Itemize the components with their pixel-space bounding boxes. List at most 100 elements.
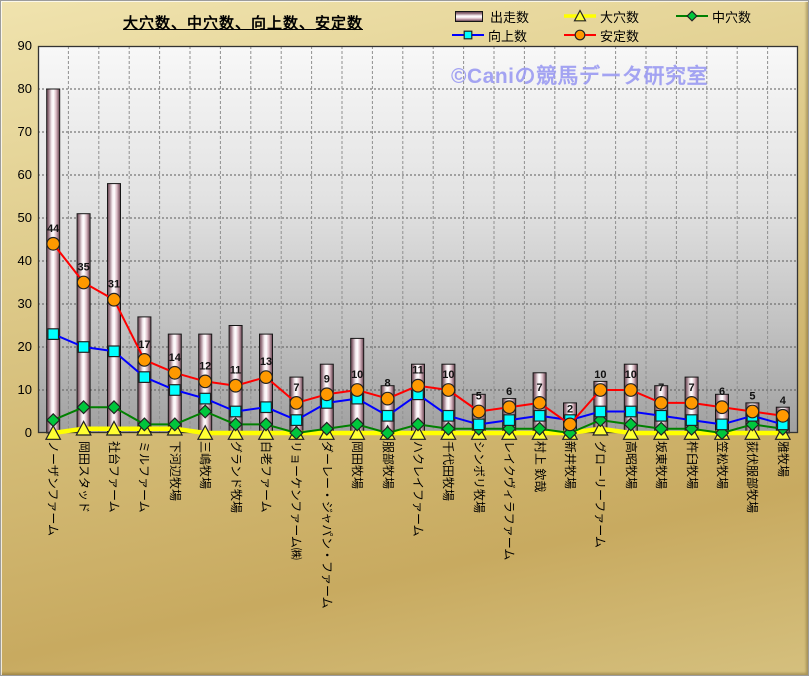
x-category-label-text: 村上 欽哉 (532, 441, 547, 493)
x-category-label-text: 高昭牧場 (623, 441, 638, 490)
square-marker-icon (442, 409, 455, 422)
triangle-marker-icon (75, 420, 92, 436)
triangle-marker-icon (348, 424, 366, 440)
circle-marker-icon (167, 365, 182, 380)
square-marker-icon (533, 409, 546, 422)
x-category-label-text: 服部牧場 (380, 441, 395, 490)
diamond-marker-icon (654, 421, 669, 436)
circle-marker-icon (137, 353, 152, 367)
square-marker-icon (716, 418, 728, 431)
legend-label: 出走数 (490, 9, 530, 25)
circle-marker-icon (350, 383, 365, 397)
x-category-label-text: 荻伏服部牧場 (745, 441, 760, 514)
x-category-label-text: 坂東牧場 (654, 441, 669, 490)
bar (46, 88, 61, 434)
legend-label: 安定数 (600, 28, 640, 44)
y-tick-label: 50 (17, 210, 32, 225)
circle-marker-icon (76, 275, 91, 290)
diamond-marker-icon (46, 412, 61, 428)
x-category-label-text: 笠松牧場 (715, 441, 729, 490)
square-marker-icon (260, 401, 272, 414)
square-marker-icon (655, 409, 668, 422)
circle-marker-icon (563, 28, 597, 42)
circle-marker-icon (380, 391, 395, 406)
data-label: 10 (625, 369, 637, 381)
circle-marker-icon (654, 396, 669, 410)
square-marker-icon (381, 409, 394, 422)
circle-marker-icon (441, 383, 456, 397)
x-category-label-text: シンボリ牧場 (471, 441, 486, 514)
legend-label: 向上数 (488, 28, 528, 44)
legend-item-anteisu: 向上数 (451, 27, 528, 44)
diamond-marker-icon (76, 400, 91, 415)
data-label: 7 (293, 382, 299, 394)
data-label: 5 (749, 391, 755, 403)
data-label: 10 (351, 369, 363, 381)
y-tick-label: 40 (17, 253, 32, 268)
data-label: 6 (719, 386, 725, 398)
x-category-label-text: ダーレー・ジャパン・ファーム (319, 441, 334, 609)
square-marker-icon (503, 414, 516, 426)
y-tick-label: 10 (17, 382, 32, 397)
x-category-label-text: 新井牧場 (563, 441, 577, 490)
circle-marker-icon (107, 292, 121, 307)
square-marker-icon (229, 405, 242, 418)
diamond-marker-icon (623, 417, 638, 432)
x-category-label-text: 千代田牧場 (441, 441, 456, 502)
square-marker-icon (451, 28, 485, 42)
triangle-marker-icon (44, 424, 62, 440)
triangle-marker-icon (257, 424, 275, 440)
y-tick-label: 20 (17, 339, 32, 354)
y-tick-label: 0 (24, 425, 32, 440)
diamond-marker-icon (380, 425, 395, 441)
circle-marker-icon (259, 370, 273, 385)
diamond-marker-icon (258, 417, 274, 432)
x-category-label-text: 雅牧場 (775, 441, 790, 478)
circle-marker-icon (684, 396, 699, 410)
diamond-marker-icon (319, 421, 334, 436)
square-marker-icon (47, 328, 60, 340)
data-label: 11 (412, 365, 424, 377)
square-marker-icon (685, 414, 698, 426)
square-marker-icon (77, 341, 90, 353)
bar-swatch-icon (455, 10, 483, 22)
x-category-label-text: 三嶋牧場 (198, 441, 213, 490)
diamond-marker-icon (228, 417, 243, 432)
diamond-marker-icon (137, 417, 152, 432)
square-marker-icon (168, 384, 181, 396)
square-marker-icon (108, 345, 120, 358)
square-marker-icon (624, 405, 637, 418)
data-label: 5 (476, 391, 482, 403)
circle-marker-icon (228, 378, 243, 393)
x-category-label-text: 白老ファーム (259, 441, 273, 513)
data-label: 44 (47, 223, 60, 235)
diamond-marker-icon (410, 417, 426, 432)
x-category-label-text: グランド牧場 (228, 441, 243, 514)
y-tick-label: 60 (17, 167, 32, 182)
y-tick-label: 80 (17, 81, 32, 96)
x-category-label-text: 下河辺牧場 (167, 441, 182, 502)
data-label: 12 (199, 360, 211, 372)
square-marker-icon (290, 414, 303, 426)
circle-marker-icon (623, 383, 638, 397)
data-label: 13 (260, 356, 272, 368)
circle-marker-icon (532, 396, 547, 410)
circle-marker-icon (289, 396, 304, 410)
diamond-marker-icon (441, 421, 456, 436)
x-category-label-text: グローリーファーム (593, 441, 608, 548)
chart-svg: 44 35 31 17 14 12 11 13 7 9 10 8 11 10 5 6 7 2 10 10 7 7 6 5 4 (37, 45, 799, 441)
triangle-marker-icon (409, 424, 427, 440)
circle-marker-icon (574, 29, 586, 41)
data-label: 17 (138, 339, 150, 351)
square-marker-icon (463, 30, 473, 40)
data-label: 10 (442, 369, 454, 381)
legend-label: 大穴数 (600, 9, 640, 25)
x-category-label-text: リョーケンファーム㈱ (289, 441, 304, 560)
x-category-label-text: 杵臼牧場 (684, 441, 699, 490)
square-marker-icon (594, 405, 607, 418)
circle-marker-icon (715, 400, 729, 415)
square-marker-icon (472, 418, 485, 431)
diamond-marker-icon (675, 9, 709, 23)
triangle-marker-icon (105, 420, 123, 436)
